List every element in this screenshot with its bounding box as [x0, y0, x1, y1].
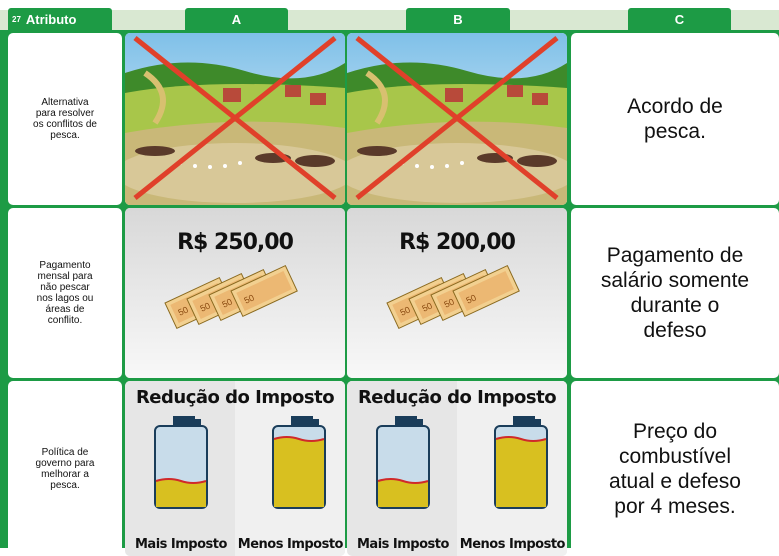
illustration-part — [273, 436, 325, 442]
illustration-part — [309, 419, 319, 426]
illustration-part: 50 — [230, 264, 298, 318]
illustration-part: 50 — [176, 304, 189, 317]
option-cell: 50 50 50 50 R$ 250,00 — [125, 208, 345, 378]
illustration-part — [135, 146, 335, 167]
option-c-cell: Acordo de pesca. — [571, 33, 779, 205]
illustration — [125, 381, 345, 556]
attribute-cell: Política de governo para melhorar a pesc… — [8, 381, 122, 556]
column-header: B — [406, 8, 510, 30]
option-cell: 50 50 50 50 R$ 200,00 — [347, 208, 567, 378]
illustration-part — [143, 70, 166, 125]
attribute-tab: 27 Atributo — [8, 8, 112, 30]
bottle-label: Mais Imposto — [135, 537, 227, 552]
illustration-part — [357, 146, 397, 156]
card-number: 27 — [12, 14, 21, 24]
illustration-part — [223, 164, 227, 168]
illustration-part — [378, 479, 428, 507]
illustration-part: 50 — [442, 296, 455, 309]
illustration-part — [238, 161, 242, 165]
illustration-part — [208, 165, 212, 169]
illustration-part — [365, 70, 388, 125]
illustration-part — [377, 478, 429, 484]
bottle-label: Menos Imposto — [237, 537, 344, 552]
illustration-part — [133, 36, 337, 200]
illustration — [347, 381, 567, 556]
illustration-part: 50 — [464, 292, 477, 305]
option-cell: Redução do Imposto Mais Imposto Menos Impo… — [347, 381, 567, 556]
illustration-part — [415, 164, 419, 168]
price-label: R$ 250,00 — [177, 230, 294, 255]
option-cell — [125, 33, 345, 205]
illustration-part — [274, 437, 324, 507]
price-label: R$ 200,00 — [399, 230, 516, 255]
option-c-cell: Pagamento de salário somente durante o d… — [571, 208, 779, 378]
illustration-part: 50 — [452, 264, 520, 318]
option-cell: Redução do Imposto Mais Imposto Menos Impo… — [125, 381, 345, 556]
option-c-cell: Preço do combustível atual e defeso por … — [571, 381, 779, 556]
column-header: A — [185, 8, 288, 30]
illustration-part — [495, 436, 547, 442]
illustration-part: 50 — [420, 300, 433, 313]
illustration-part — [430, 165, 434, 169]
bottle-label: Mais Imposto — [357, 537, 449, 552]
illustration-part: 50 — [242, 292, 255, 305]
illustration-part — [133, 36, 337, 200]
illustration-part — [310, 93, 326, 105]
bottle-label: Menos Imposto — [459, 537, 566, 552]
illustration-part — [223, 88, 241, 102]
illustration-part — [272, 416, 326, 509]
policy-title: Redução do Imposto — [135, 387, 335, 408]
attribute-cell: Alternativa para resolver os conflitos d… — [8, 33, 122, 205]
illustration-part — [395, 416, 417, 426]
illustration — [125, 33, 345, 205]
illustration: 50 50 50 50 — [386, 264, 520, 330]
illustration-part — [445, 85, 548, 105]
illustration-part: 50 — [198, 300, 211, 313]
illustration-part — [191, 419, 201, 426]
illustration-part — [517, 155, 557, 167]
illustration-part — [507, 85, 523, 97]
illustration-part — [355, 36, 559, 200]
attribute-header: Atributo — [25, 11, 77, 27]
attribute-cell: Pagamento mensal para não pescar nos lag… — [8, 208, 122, 378]
illustration-part: 50 — [398, 304, 411, 317]
illustration-part — [458, 270, 514, 312]
illustration-part — [494, 416, 548, 509]
illustration-part — [135, 146, 175, 156]
illustration-part — [496, 437, 546, 507]
illustration-part — [532, 93, 548, 105]
illustration-part — [193, 164, 197, 168]
illustration-part — [285, 85, 301, 97]
illustration-part — [355, 36, 559, 200]
illustration-part — [445, 88, 463, 102]
illustration-part — [291, 416, 313, 426]
illustration-part — [154, 416, 208, 509]
policy-title: Redução do Imposto — [357, 387, 557, 408]
illustration-part — [236, 270, 292, 312]
illustration-part — [156, 479, 206, 507]
illustration — [347, 33, 567, 205]
column-header: C — [628, 8, 731, 30]
illustration-part — [413, 419, 423, 426]
illustration-part: 50 — [220, 296, 233, 309]
illustration-part — [155, 478, 207, 484]
illustration-part — [460, 161, 464, 165]
illustration: 50 50 50 50 — [164, 264, 298, 330]
illustration-part — [531, 419, 541, 426]
illustration-part — [295, 155, 335, 167]
illustration-part — [513, 416, 535, 426]
option-cell — [347, 33, 567, 205]
illustration-part — [223, 85, 326, 105]
illustration-part — [376, 416, 430, 509]
illustration-part — [173, 416, 195, 426]
illustration-part — [445, 164, 449, 168]
